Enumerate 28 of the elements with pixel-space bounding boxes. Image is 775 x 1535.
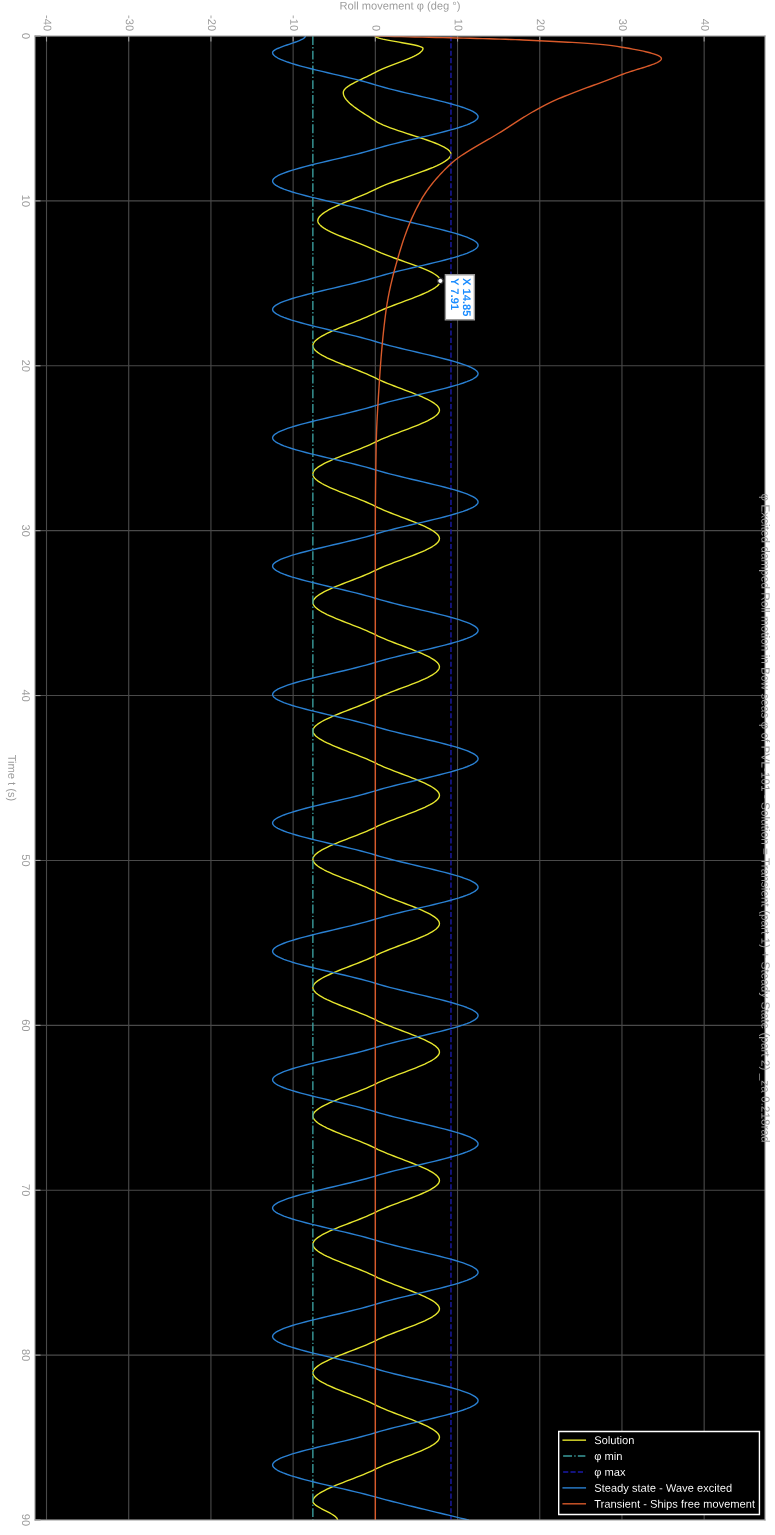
x-axis-title: Roll movement φ (deg °): [340, 1, 460, 12]
x-tick-label: 30: [618, 19, 627, 31]
legend-label: Steady state - Wave excited: [594, 1483, 732, 1495]
y-tick-label: 50: [21, 854, 30, 867]
x-tick-label: 0: [372, 25, 381, 31]
y-tick-label: 30: [21, 524, 30, 537]
x-tick-label: -10: [290, 15, 299, 31]
y-axis-title: Time t (s): [5, 755, 17, 801]
annotation: X 14.85 Y 7.91: [450, 278, 471, 317]
x-tick-label: -30: [125, 15, 134, 31]
x-tick-label: -40: [43, 15, 52, 31]
y-tick-label: 0: [21, 33, 30, 39]
y-tick-label: 60: [21, 1019, 30, 1032]
x-tick-label: 10: [454, 19, 463, 31]
legend-label: φ max: [594, 1469, 626, 1479]
y-tick-label: 20: [21, 360, 30, 372]
x-tick-label: 40: [701, 19, 710, 31]
x-tick-label: -20: [207, 15, 216, 31]
legend-label: Transient - Ships free movement: [594, 1499, 755, 1510]
y-tick-label: 10: [21, 195, 30, 207]
x-tick-label: 20: [536, 19, 545, 31]
legend-label: φ min: [594, 1451, 622, 1463]
y-tick-label: 70: [21, 1184, 30, 1196]
legend-label: Solution: [594, 1435, 634, 1445]
text: φ Excited damped Roll motion in Bow seas φ of PVL-101 - Solution = Transient (part 1) + Steady State (part 2) _za 0.218rad: [759, 493, 770, 1142]
y-tick-label: 40: [21, 689, 30, 702]
y-tick-label: 90: [21, 1514, 30, 1526]
y-tick-label: 80: [21, 1349, 30, 1361]
